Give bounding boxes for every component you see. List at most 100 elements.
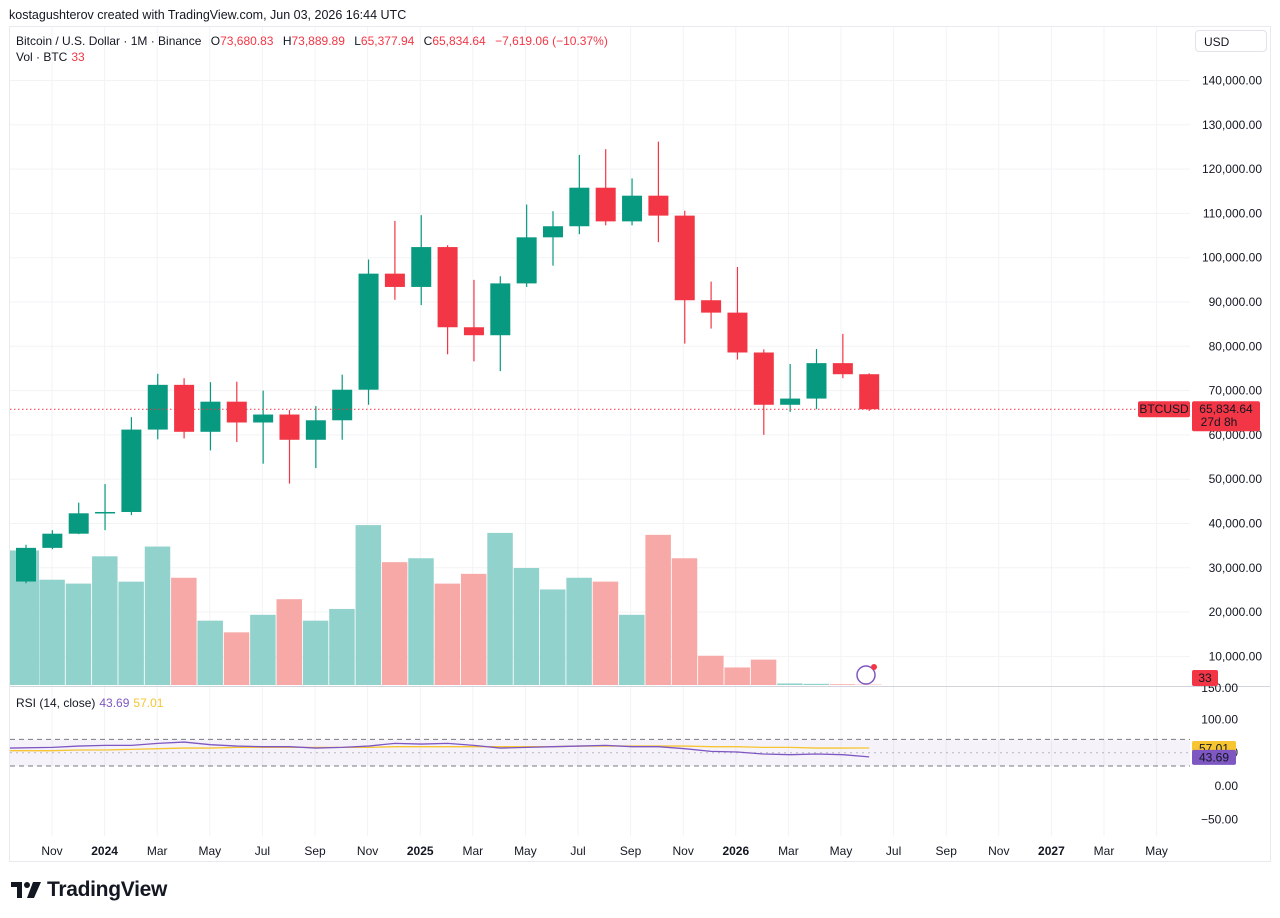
candle-body — [42, 533, 63, 548]
brand-name: TradingView — [47, 878, 168, 901]
volume-bar — [65, 583, 92, 685]
low-value: 65,377.94 — [360, 34, 415, 48]
volume-bars — [10, 525, 882, 685]
price-tick-label: 30,000.00 — [1209, 561, 1263, 575]
volume-bar — [671, 558, 698, 685]
price-tick-label: 120,000.00 — [1202, 162, 1262, 176]
open-value: 73,680.83 — [220, 34, 274, 48]
price-tick-label: 70,000.00 — [1209, 384, 1263, 398]
volume-bar — [513, 568, 540, 685]
time-tick-label: 2024 — [91, 844, 118, 858]
price-badge-value: 65,834.64 — [1199, 402, 1253, 416]
time-tick-label: May — [1145, 844, 1168, 858]
candle-body — [674, 215, 695, 301]
volume-bar — [329, 608, 355, 685]
volume-bar — [276, 599, 302, 685]
volume-bar — [39, 579, 65, 685]
price-tick-label: 140,000.00 — [1202, 74, 1262, 88]
rsi-label[interactable]: RSI (14, close) — [16, 696, 96, 710]
candle-body — [859, 374, 880, 410]
rsi-tick-label: −50.00 — [1201, 812, 1238, 826]
volume-bar — [118, 581, 144, 685]
candle-body — [95, 511, 116, 514]
candle-body — [780, 398, 801, 405]
close-label: C — [423, 34, 433, 48]
volume-bar — [197, 620, 223, 685]
time-tick-label: May — [514, 844, 537, 858]
time-tick-label: Sep — [936, 844, 958, 858]
time-tick-label: Mar — [147, 844, 168, 858]
time-tick-label: Nov — [988, 844, 1009, 858]
volume-bar — [566, 577, 592, 685]
volume-label[interactable]: Vol · BTC — [16, 50, 68, 64]
candle-body — [832, 363, 853, 375]
high-label: H — [282, 34, 292, 48]
volume-bar — [171, 577, 197, 685]
candle-body — [516, 237, 537, 284]
volume-value: 33 — [71, 50, 85, 64]
candle-body — [279, 414, 300, 440]
time-axis: Nov 2024 Mar May Jul Sep Nov 2025 Mar May Jul Sep No… — [41, 844, 1168, 858]
volume-bar — [434, 583, 461, 685]
volume-bar — [144, 546, 171, 685]
rsi-pane — [9, 738, 1190, 767]
time-tick-label: 2027 — [1038, 844, 1065, 858]
replay-icon[interactable] — [856, 665, 876, 685]
candle-body — [490, 283, 511, 336]
rsi-badge-value: 43.69 — [1199, 750, 1229, 764]
close-value: 65,834.64 — [432, 34, 486, 48]
candle-body — [806, 363, 827, 399]
candle-body — [200, 401, 221, 432]
volume-bar — [750, 659, 777, 685]
price-tick-label: 130,000.00 — [1202, 118, 1262, 132]
replay-icon-dot — [871, 664, 877, 670]
time-tick-label: Mar — [462, 844, 483, 858]
tradingview-logo[interactable]: TradingView — [11, 878, 167, 902]
volume-legend: Vol · BTC 33 — [16, 50, 85, 64]
high-value: 73,889.89 — [291, 34, 345, 48]
price-tick-label: 90,000.00 — [1209, 295, 1263, 309]
price-tick-label: 20,000.00 — [1209, 605, 1263, 619]
symbol-badge — [1138, 401, 1190, 418]
symbol-name[interactable]: Bitcoin / U.S. Dollar · 1M · Binance — [16, 34, 202, 48]
rsi-line — [9, 741, 870, 758]
price-tick-label: 10,000.00 — [1209, 649, 1263, 663]
time-tick-label: Nov — [673, 844, 694, 858]
candle-body — [121, 429, 142, 512]
volume-bar — [540, 589, 566, 685]
time-tick-label: 2025 — [407, 844, 434, 858]
candle-body — [648, 195, 669, 216]
time-tick-label: May — [198, 844, 221, 858]
volume-bar — [698, 655, 724, 685]
symbol-legend: Bitcoin / U.S. Dollar · 1M · Binance O73… — [16, 34, 608, 48]
rsi-value: 43.69 — [99, 696, 130, 710]
rsi-ma-line — [10, 745, 870, 752]
volume-bar — [460, 573, 487, 685]
rsi-ma-value: 57.01 — [133, 696, 164, 710]
low-label: L — [354, 34, 361, 48]
volume-bar — [355, 525, 382, 685]
volume-bar — [619, 614, 645, 685]
volume-bar — [645, 534, 671, 685]
candle-body — [622, 195, 643, 222]
volume-bar — [487, 532, 513, 685]
time-tick-label: Sep — [620, 844, 642, 858]
candle-body — [595, 187, 616, 222]
candle-body — [226, 401, 247, 423]
candle-body — [253, 414, 274, 423]
time-tick-label: Jul — [886, 844, 901, 858]
volume-bar — [408, 558, 434, 685]
currency-button[interactable]: USD — [1195, 30, 1267, 52]
candle-body — [332, 389, 353, 421]
price-tick-label: 60,000.00 — [1209, 428, 1263, 442]
candles — [16, 141, 880, 584]
rsi-tick-label: 0.00 — [1215, 779, 1239, 793]
candle-body — [358, 273, 379, 390]
candle-body — [701, 300, 722, 313]
volume-bar — [302, 620, 329, 685]
candle-body — [384, 273, 405, 287]
candle-body — [305, 420, 326, 440]
